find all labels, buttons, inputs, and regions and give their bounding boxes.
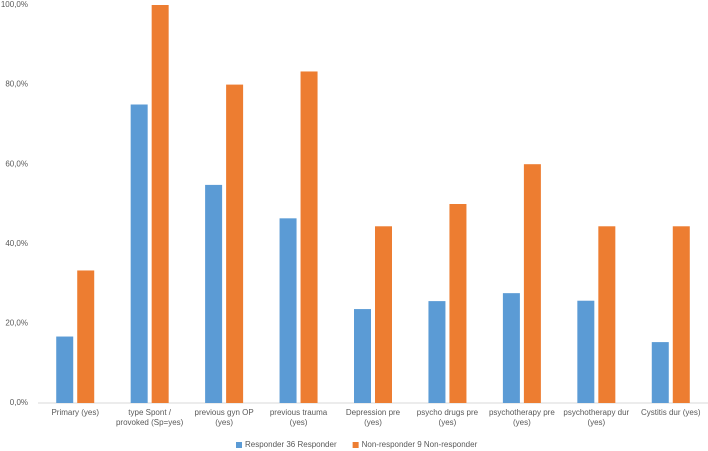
- bar: [130, 104, 148, 403]
- x-tick-label: psychotherapy pre (yes): [488, 408, 555, 427]
- bar: [651, 342, 669, 403]
- x-tick-label: Cystitis dur (yes): [640, 408, 701, 417]
- legend-label: Responder 36 Responder: [245, 440, 337, 449]
- y-tick-label: 60,0%: [5, 159, 28, 168]
- y-tick-label: 40,0%: [5, 239, 28, 248]
- bar: [672, 226, 690, 403]
- x-tick-label: type Spont / provoked (Sp=yes): [115, 408, 184, 427]
- bar: [502, 293, 520, 403]
- bar: [598, 226, 616, 403]
- x-tick-label: psycho drugs pre (yes): [416, 408, 479, 427]
- legend-swatch: [352, 442, 359, 448]
- bar: [151, 5, 169, 403]
- legend-swatch: [236, 442, 242, 448]
- bar: [300, 71, 318, 403]
- x-tick-label: Depression pre (yes): [345, 408, 401, 427]
- x-tick-label: Primary (yes): [51, 408, 99, 417]
- bar: [279, 218, 297, 403]
- x-tick-label: psychotherapy dur (yes): [563, 408, 630, 427]
- y-tick-label: 100,0%: [1, 0, 28, 9]
- x-tick-label: previous gyn OP (yes): [194, 408, 254, 427]
- bar: [226, 84, 244, 403]
- bar: [577, 300, 595, 403]
- bar: [354, 309, 371, 403]
- bar: [56, 336, 74, 403]
- bar: [449, 204, 467, 403]
- bar: [523, 164, 541, 403]
- y-tick-label: 20,0%: [5, 319, 28, 328]
- bar: [77, 270, 95, 403]
- y-tick-label: 80,0%: [5, 80, 28, 89]
- bar: [428, 301, 446, 403]
- legend-label: Non-responder 9 Non-responder: [362, 440, 478, 449]
- x-tick-label: previous trauma (yes): [269, 408, 328, 427]
- y-tick-label: 0,0%: [10, 398, 28, 407]
- bar: [205, 184, 223, 403]
- bar: [375, 226, 392, 403]
